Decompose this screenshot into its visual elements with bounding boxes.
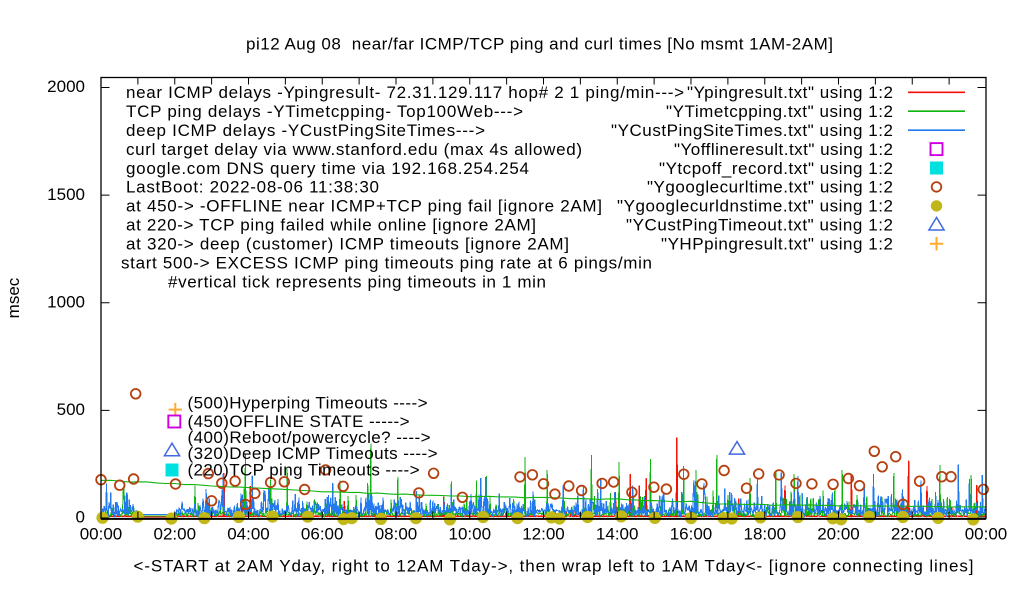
svg-text:00:00: 00:00 xyxy=(965,525,1008,544)
svg-text:deep ICMP delays -YCustPingSit: deep ICMP delays -YCustPingSiteTimes---> xyxy=(126,121,485,140)
svg-text:1500: 1500 xyxy=(47,185,85,204)
svg-text:06:00: 06:00 xyxy=(301,525,344,544)
svg-text:"YCustPingTimeout.txt" using 1: "YCustPingTimeout.txt" using 1:2 xyxy=(626,216,893,235)
svg-text:pi12 Aug 08 near/far ICMP/TCP: pi12 Aug 08 near/far ICMP/TCP ping and c… xyxy=(246,35,833,54)
svg-text:1000: 1000 xyxy=(47,292,85,311)
svg-text:"YHPpingresult.txt" using 1:2: "YHPpingresult.txt" using 1:2 xyxy=(661,235,893,254)
svg-text:12:00: 12:00 xyxy=(522,525,565,544)
svg-text:at 320-> deep (customer) ICMP: at 320-> deep (customer) ICMP timeouts [… xyxy=(126,235,569,254)
svg-text:"YCustPingSiteTimes.txt" using: "YCustPingSiteTimes.txt" using 1:2 xyxy=(611,121,893,140)
svg-text:"Ypingresult.txt" using 1:2: "Ypingresult.txt" using 1:2 xyxy=(687,83,893,102)
svg-text:msec: msec xyxy=(4,277,23,318)
svg-text:"YTimetcpping.txt" using 1:2: "YTimetcpping.txt" using 1:2 xyxy=(666,102,893,121)
svg-text:08:00: 08:00 xyxy=(375,525,418,544)
svg-text:<-START at 2AM Yday, right to: <-START at 2AM Yday, right to 12AM Tday-… xyxy=(134,557,974,576)
svg-text:"Ygooglecurldnstime.txt" using: "Ygooglecurldnstime.txt" using 1:2 xyxy=(617,197,893,216)
svg-text:0: 0 xyxy=(76,508,85,527)
svg-text:"Yofflineresult.txt" using 1:2: "Yofflineresult.txt" using 1:2 xyxy=(674,140,893,159)
svg-text:(220)TCP ping Timeouts ---->: (220)TCP ping Timeouts ----> xyxy=(188,461,420,480)
svg-text:at 220-> TCP ping failed while: at 220-> TCP ping failed while online [i… xyxy=(126,216,536,235)
svg-text:(320)Deep ICMP Timeouts ---->: (320)Deep ICMP Timeouts ----> xyxy=(188,444,438,463)
svg-text:google.com DNS query time via: google.com DNS query time via 192.168.25… xyxy=(126,159,529,178)
svg-text:10:00: 10:00 xyxy=(449,525,492,544)
svg-text:500: 500 xyxy=(57,400,85,419)
svg-text:02:00: 02:00 xyxy=(154,525,197,544)
svg-text:16:00: 16:00 xyxy=(670,525,713,544)
svg-text:LastBoot: 2022-08-06 11:38:30: LastBoot: 2022-08-06 11:38:30 xyxy=(126,178,379,197)
svg-text:04:00: 04:00 xyxy=(227,525,270,544)
svg-text:near ICMP delays -Ypingresult-: near ICMP delays -Ypingresult- 72.31.129… xyxy=(126,83,684,102)
svg-text:curl target delay via www.stan: curl target delay via www.stanford.edu (… xyxy=(126,140,582,159)
svg-text:2000: 2000 xyxy=(47,77,85,96)
svg-text:"Ygooglecurltime.txt" using 1:: "Ygooglecurltime.txt" using 1:2 xyxy=(647,178,893,197)
svg-text:22:00: 22:00 xyxy=(891,525,934,544)
svg-text:#vertical tick represents ping: #vertical tick represents ping timeouts … xyxy=(168,272,546,291)
svg-text:20:00: 20:00 xyxy=(817,525,860,544)
svg-text:at 450-> -OFFLINE near ICMP+TC: at 450-> -OFFLINE near ICMP+TCP ping fai… xyxy=(126,197,602,216)
svg-text:18:00: 18:00 xyxy=(744,525,787,544)
svg-text:(450)OFFLINE STATE ----->: (450)OFFLINE STATE -----> xyxy=(188,412,410,431)
svg-text:"Ytcpoff_record.txt" using 1:2: "Ytcpoff_record.txt" using 1:2 xyxy=(659,159,893,178)
svg-text:start 500-> EXCESS ICMP ping t: start 500-> EXCESS ICMP ping timeouts pi… xyxy=(121,253,652,272)
svg-text:(500)Hyperping Timeouts ---->: (500)Hyperping Timeouts ----> xyxy=(188,394,428,413)
svg-text:TCP ping delays -YTimetcpping-: TCP ping delays -YTimetcpping- Top100Web… xyxy=(126,102,523,121)
svg-text:14:00: 14:00 xyxy=(596,525,639,544)
svg-text:(400)Reboot/powercycle? ---->: (400)Reboot/powercycle? ----> xyxy=(188,428,431,447)
svg-text:00:00: 00:00 xyxy=(80,525,123,544)
